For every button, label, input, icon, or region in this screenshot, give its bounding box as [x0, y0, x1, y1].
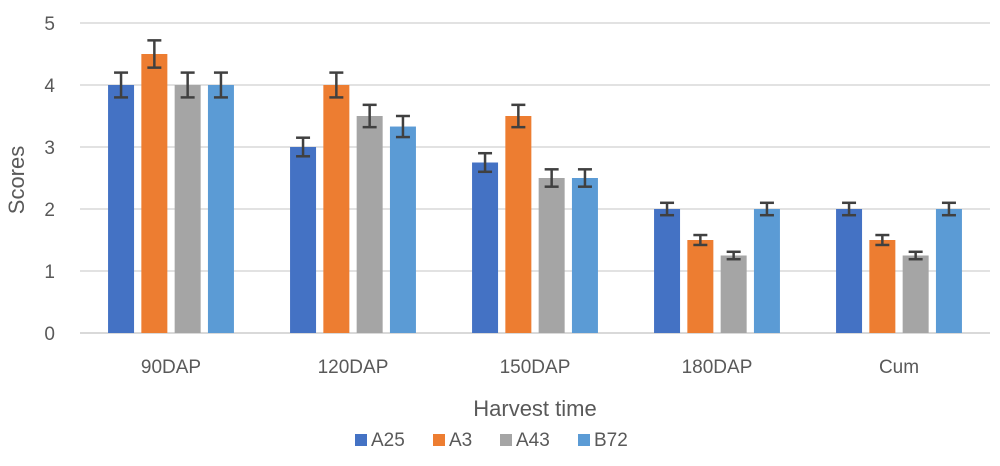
bar-a3-cum: [869, 240, 896, 333]
legend-swatch: [355, 434, 367, 446]
error-bars: [114, 39, 956, 261]
bar-a25-cum: [836, 209, 863, 333]
error-bar: [875, 233, 890, 247]
x-tick-label: 180DAP: [682, 357, 753, 378]
legend-item-a3: A3: [433, 430, 472, 451]
bar-a43-150dap: [538, 178, 565, 333]
bar-b72-180dap: [753, 209, 780, 333]
error-bar: [693, 233, 708, 247]
legend-swatch: [500, 434, 512, 446]
bar-b72-cum: [935, 209, 962, 333]
error-bar: [908, 250, 923, 261]
bar-a43-120dap: [356, 116, 383, 333]
error-bar: [147, 39, 162, 69]
y-tick-label: 0: [44, 324, 55, 345]
x-tick-label: Cum: [879, 357, 919, 378]
bar-a3-150dap: [505, 116, 532, 333]
error-bar: [362, 103, 377, 129]
y-tick-label: 3: [44, 138, 55, 159]
error-bar: [726, 250, 741, 261]
legend-item-a25: A25: [355, 430, 405, 451]
y-axis-ticks: 0 1 2 3 4 5: [44, 14, 55, 345]
error-bar: [296, 136, 311, 158]
error-bar: [511, 103, 526, 129]
bar-a43-90dap: [174, 85, 201, 333]
bar-b72-120dap: [389, 126, 416, 333]
error-bar: [759, 201, 774, 217]
x-tick-label: 120DAP: [318, 357, 389, 378]
error-bar: [478, 151, 493, 174]
legend-label: A43: [516, 430, 550, 451]
legend-item-a43: A43: [500, 430, 550, 451]
error-bar: [660, 201, 675, 217]
bar-b72-150dap: [571, 178, 598, 333]
x-tick-label: 90DAP: [141, 357, 201, 378]
y-tick-label: 1: [44, 262, 55, 283]
y-tick-label: 5: [44, 14, 55, 35]
error-bar: [213, 71, 228, 99]
legend: A25 A3 A43 B72: [355, 430, 628, 451]
bar-a3-90dap: [141, 54, 168, 333]
error-bar: [577, 168, 592, 188]
error-bar: [941, 201, 956, 217]
bar-a3-120dap: [323, 85, 350, 333]
bar-a25-180dap: [654, 209, 681, 333]
x-axis-title: Harvest time: [473, 396, 596, 421]
error-bar: [114, 71, 129, 99]
y-tick-label: 2: [44, 200, 55, 221]
bar-a3-180dap: [687, 240, 714, 333]
legend-item-b72: B72: [578, 430, 628, 451]
legend-label: A3: [449, 430, 472, 451]
bar-a43-cum: [902, 255, 929, 333]
error-bar: [395, 114, 410, 139]
error-bar: [842, 201, 857, 217]
legend-swatch: [433, 434, 445, 446]
x-tick-label: 150DAP: [500, 357, 571, 378]
bar-a43-180dap: [720, 255, 747, 333]
bar-a25-120dap: [290, 147, 317, 333]
x-axis-ticks: 90DAP 120DAP 150DAP 180DAP Cum: [141, 357, 919, 378]
legend-label: B72: [594, 430, 628, 451]
error-bar: [180, 71, 195, 99]
bar-a25-150dap: [472, 162, 499, 333]
error-bar: [544, 168, 559, 188]
bars: [108, 54, 962, 333]
y-axis-title: Scores: [4, 146, 29, 214]
bar-b72-90dap: [207, 85, 234, 333]
error-bar: [329, 71, 344, 99]
bar-a25-90dap: [108, 85, 135, 333]
legend-label: A25: [371, 430, 405, 451]
y-tick-label: 4: [44, 76, 55, 97]
legend-swatch: [578, 434, 590, 446]
